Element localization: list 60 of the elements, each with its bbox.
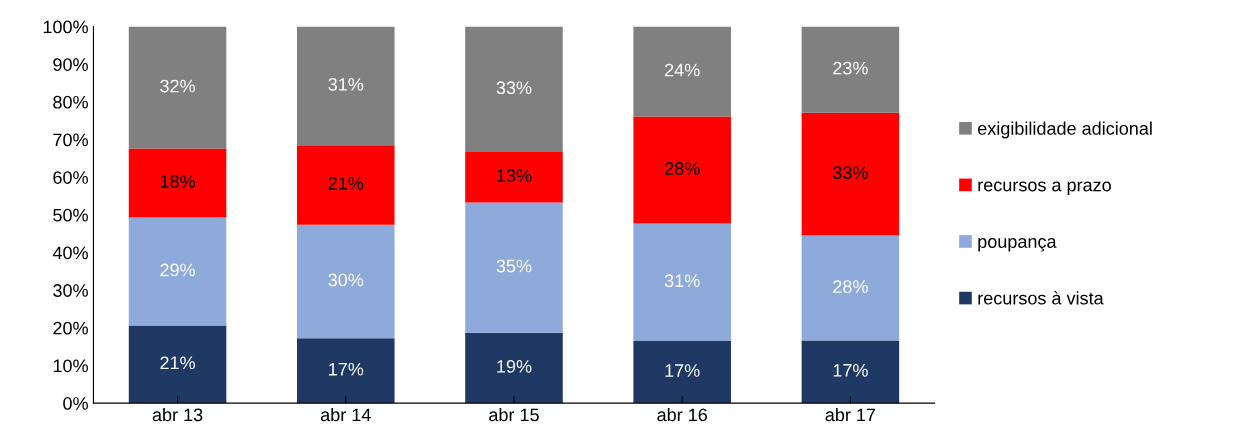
- data-label: 30%: [328, 273, 364, 287]
- data-label: 29%: [160, 263, 195, 277]
- data-label: 28%: [665, 162, 700, 175]
- data-label: 21%: [328, 176, 364, 190]
- bar: [128, 325, 227, 404]
- y-tick-label: 10%: [53, 359, 88, 373]
- x-tick-label: abr 14: [320, 407, 371, 422]
- bar: [128, 26, 227, 149]
- bar: [801, 235, 900, 341]
- data-label: 17%: [329, 362, 364, 376]
- legend-label: exigibilidade adicional: [977, 121, 1152, 139]
- bar: [128, 217, 227, 326]
- data-label: 21%: [160, 356, 195, 370]
- data-label: 24%: [665, 63, 700, 77]
- legend-label: recursos à vista: [978, 291, 1104, 305]
- bar: [128, 148, 227, 218]
- y-tick-label: 40%: [52, 246, 88, 260]
- y-tick-label: 0%: [63, 397, 88, 410]
- bar: [801, 340, 900, 404]
- y-tick-label: 80%: [53, 95, 88, 109]
- data-label: 17%: [665, 364, 700, 377]
- bar: [296, 26, 395, 146]
- legend-label: recursos a prazo: [978, 181, 1111, 195]
- x-tick-label: abr 15: [489, 407, 539, 422]
- bar: [801, 112, 900, 236]
- bar: [296, 145, 395, 225]
- bar: [296, 338, 395, 404]
- data-label: 33%: [496, 81, 532, 95]
- x-tick-label: abr 17: [825, 407, 876, 422]
- bar: [633, 26, 731, 117]
- bar: [633, 116, 731, 224]
- data-label: 31%: [328, 77, 364, 91]
- y-tick-label: 30%: [53, 284, 88, 297]
- y-tick-label: 100%: [43, 20, 88, 34]
- bar: [465, 26, 563, 152]
- data-label: 32%: [160, 79, 195, 93]
- data-label: 23%: [833, 61, 868, 75]
- y-tick-label: 90%: [53, 58, 88, 71]
- bar: [633, 223, 731, 341]
- x-tick-label: abr 16: [657, 407, 707, 422]
- data-label: 31%: [664, 274, 700, 288]
- y-tick-label: 60%: [53, 171, 88, 184]
- data-label: 28%: [833, 280, 868, 293]
- bar: [633, 341, 731, 404]
- bar: [465, 202, 563, 333]
- bar: [296, 224, 395, 339]
- legend-label: poupança: [978, 238, 1057, 252]
- y-tick-label: 70%: [53, 133, 88, 147]
- data-label: 13%: [497, 169, 532, 183]
- x-tick-label: abr 13: [152, 407, 203, 422]
- y-tick-label: 50%: [53, 208, 88, 222]
- data-label: 17%: [833, 364, 868, 377]
- data-label: 35%: [496, 259, 532, 273]
- bar: [465, 151, 563, 203]
- y-tick-label: 20%: [53, 321, 88, 335]
- data-label: 19%: [497, 359, 532, 373]
- bar: [465, 332, 563, 404]
- bar: [801, 26, 900, 113]
- data-label: 18%: [160, 175, 195, 188]
- data-label: 33%: [833, 166, 868, 180]
